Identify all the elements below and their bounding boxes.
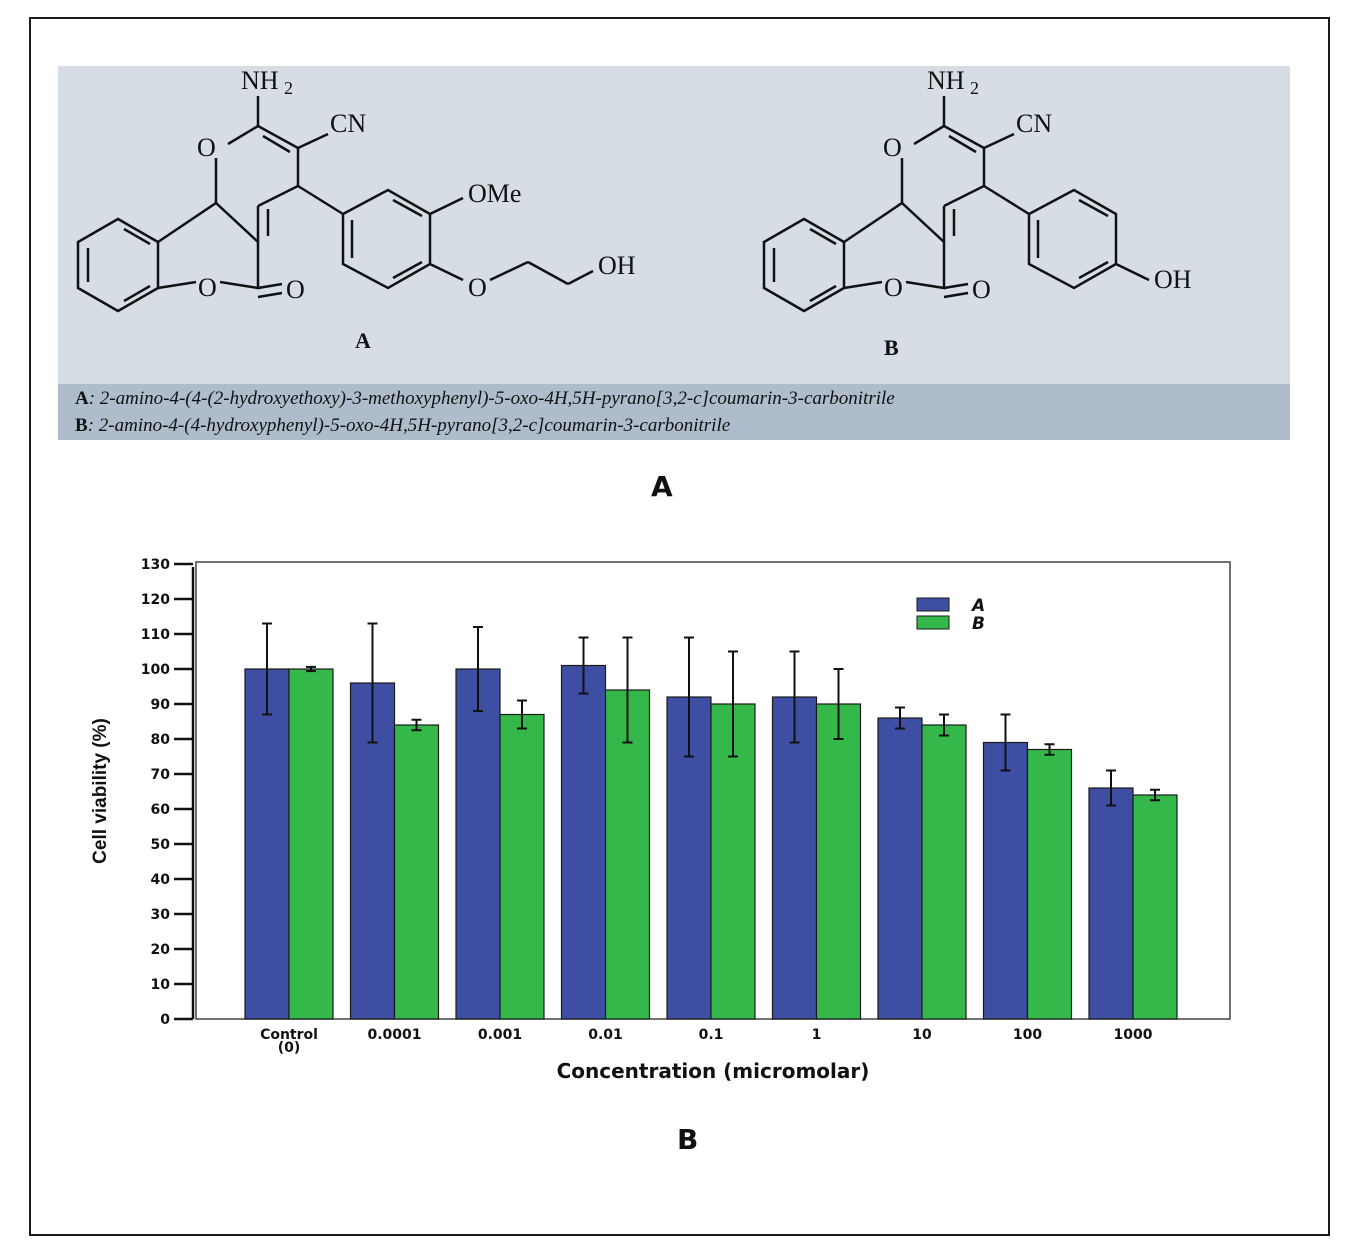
x-tick-label: (0): [278, 1040, 301, 1056]
panel-label-a: A: [651, 470, 673, 503]
structure-b: [762, 96, 1150, 313]
atom-b-lactone-o: O: [884, 273, 903, 302]
structure-b-atoms: NH 2 CN O O O OH B: [883, 66, 1192, 360]
atom-a-lactone-o: O: [198, 273, 217, 302]
x-tick-label: 0.1: [699, 1027, 724, 1043]
atom-a-ring-o: O: [197, 133, 216, 162]
legend-swatch-a: [916, 597, 950, 612]
atom-a-nh2: NH: [241, 66, 279, 95]
y-tick-label: 70: [151, 767, 171, 783]
bar-b: [921, 724, 967, 1020]
x-tick-label: 0.01: [588, 1027, 623, 1043]
atom-a-ether-o: O: [468, 273, 487, 302]
chemical-structures: NH 2 CN O OMe O O O OH A NH 2 CN: [76, 66, 1192, 360]
legend-label-a: A: [970, 596, 985, 616]
legend-swatch-b: [916, 615, 950, 630]
x-tick-label: Control: [260, 1027, 318, 1043]
y-tick-label: 10: [151, 977, 171, 993]
caption-line-b: B: 2-amino-4-(4-hydroxyphenyl)-5-oxo-4H,…: [75, 415, 731, 436]
y-tick-label: 100: [141, 662, 170, 678]
atom-b-carbonyl-o: O: [972, 275, 991, 304]
svg-text:2: 2: [970, 78, 979, 98]
y-tick-label: 110: [141, 627, 170, 643]
y-tick-label: 50: [151, 837, 171, 853]
structure-a-atoms: NH 2 CN O OMe O O O OH A: [197, 66, 636, 353]
atom-a-cn: CN: [330, 109, 366, 138]
bar-b: [288, 668, 334, 1020]
atom-a-carbonyl-o: O: [286, 275, 305, 304]
structure-a: [76, 96, 594, 313]
x-tick-label: 0.001: [478, 1027, 522, 1043]
y-axis-label: Cell viability (%): [90, 718, 111, 864]
x-tick-label: 1000: [1114, 1027, 1153, 1043]
y-tick-label: 90: [151, 697, 171, 713]
bar-a: [982, 741, 1029, 1020]
y-tick-label: 0: [160, 1012, 170, 1028]
y-tick-label: 60: [151, 802, 171, 818]
y-tick-label: 80: [151, 732, 171, 748]
bar-b: [1132, 794, 1178, 1020]
caption-line-a: A: 2-amino-4-(4-(2-hydroxyethoxy)-3-meth…: [75, 388, 895, 409]
y-tick-label: 20: [151, 942, 171, 958]
y-tick-label: 30: [151, 907, 171, 923]
structures-panel: [58, 66, 1290, 384]
atom-b-cn: CN: [1016, 109, 1052, 138]
x-tick-label: 1: [812, 1027, 822, 1043]
compound-b-label: B: [884, 335, 899, 360]
figure-frame: [29, 17, 1330, 1236]
compound-a-label: A: [355, 328, 371, 353]
atom-a-oh: OH: [598, 251, 636, 280]
bar-a: [455, 668, 501, 1020]
legend-label-b: B: [972, 614, 985, 634]
x-tick-label: 10: [912, 1027, 932, 1043]
bar-a: [1088, 787, 1134, 1020]
atom-b-nh2: NH: [927, 66, 965, 95]
bar-b: [499, 713, 545, 1020]
panel-label-b: B: [677, 1123, 699, 1156]
bar-a: [877, 717, 923, 1020]
atom-a-ome: OMe: [468, 179, 521, 208]
atom-b-ring-o: O: [883, 133, 902, 162]
svg-text:2: 2: [284, 78, 293, 98]
y-tick-label: 130: [141, 557, 170, 573]
bar-b: [393, 724, 440, 1020]
bar-b: [815, 703, 862, 1020]
bar-b: [1026, 748, 1073, 1020]
bar-a: [771, 696, 818, 1020]
y-tick-label: 40: [151, 872, 171, 888]
x-tick-label: 100: [1013, 1027, 1042, 1043]
structure-caption: A: 2-amino-4-(4-(2-hydroxyethoxy)-3-meth…: [58, 384, 1290, 440]
bar-a: [244, 668, 290, 1020]
x-tick-label: 0.0001: [367, 1027, 421, 1043]
bar-a: [560, 664, 607, 1020]
atom-b-oh: OH: [1154, 265, 1192, 294]
x-axis-label: Concentration (micromolar): [557, 1059, 870, 1083]
y-tick-label: 120: [141, 592, 170, 608]
